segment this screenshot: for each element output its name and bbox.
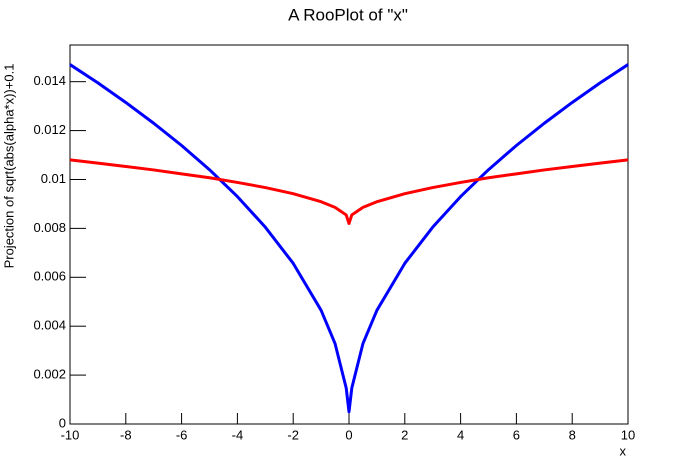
- y-tick-label: 0.008: [33, 220, 66, 235]
- plot-frame: [69, 44, 629, 425]
- x-tick-label: 6: [513, 427, 520, 442]
- series-line: [69, 158, 629, 225]
- y-tick-label: 0.01: [41, 171, 66, 186]
- series-line: [69, 63, 629, 414]
- x-tick-label: 2: [401, 427, 408, 442]
- chart-title: A RooPlot of "x": [288, 5, 408, 24]
- y-tick-label: 0: [59, 415, 66, 430]
- y-tick-label: 0.006: [33, 269, 66, 284]
- y-axis-label: Projection of sqrt(abs(alpha*x))+0.1: [1, 64, 16, 269]
- x-tick-label: -2: [287, 427, 299, 442]
- y-tick-label: 0.014: [33, 73, 66, 88]
- x-axis-label: x: [620, 443, 627, 458]
- x-tick-label: 8: [569, 427, 576, 442]
- y-tick-label: 0.002: [33, 367, 66, 382]
- x-tick-label: -8: [120, 427, 132, 442]
- x-tick-label: 0: [345, 427, 352, 442]
- y-tick-label: 0.004: [33, 318, 66, 333]
- x-tick-label: -10: [61, 427, 80, 442]
- y-tick-label: 0.012: [33, 122, 66, 137]
- x-tick-label: -4: [232, 427, 244, 442]
- x-tick-label: 4: [457, 427, 464, 442]
- x-tick-label: -6: [176, 427, 188, 442]
- x-tick-label: 10: [621, 427, 635, 442]
